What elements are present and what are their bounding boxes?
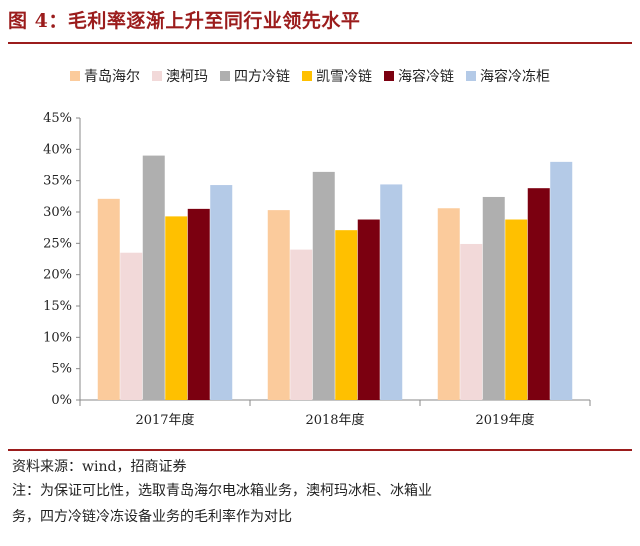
source-note: 资料来源：wind，招商证券 [12, 459, 187, 475]
bars [97, 155, 573, 400]
legend-label: 海容冷链 [398, 69, 454, 85]
legend-label: 凯雪冷链 [316, 69, 372, 85]
bar [312, 171, 335, 400]
legend-swatch [466, 71, 476, 81]
bar [380, 184, 403, 400]
bar [550, 161, 573, 400]
y-tick-label: 40% [43, 142, 72, 157]
bar [210, 185, 233, 400]
x-tick-label: 2019年度 [475, 412, 534, 428]
legend-swatch [70, 71, 80, 81]
bar [482, 196, 505, 400]
bar [460, 243, 483, 400]
bar [120, 252, 143, 400]
y-tick-label: 15% [43, 299, 72, 314]
y-tick-label: 20% [43, 268, 72, 283]
title-divider [8, 42, 632, 44]
y-tick-label: 35% [43, 174, 72, 189]
footer-divider [8, 449, 632, 451]
legend-item: 澳柯玛 [152, 66, 208, 86]
legend-label: 青岛海尔 [84, 69, 140, 85]
y-tick-label: 0% [51, 393, 72, 408]
bar [142, 155, 165, 400]
bar [290, 249, 313, 400]
legend-item: 四方冷链 [220, 66, 290, 86]
bar [165, 216, 188, 400]
legend-item: 海容冷冻柜 [466, 66, 550, 86]
footnote-line-2: 务，四方冷链冷冻设备业务的毛利率作为对比 [12, 509, 292, 525]
y-tick-label: 5% [51, 362, 72, 377]
x-axis: 2017年度 2018年度 2019年度 [79, 399, 591, 428]
y-tick-label: 30% [43, 205, 72, 220]
legend-swatch [302, 71, 312, 81]
y-axis: 0% 5% 10% 15% 20% 25% 30% 35% 40% 45% [43, 111, 81, 408]
legend-swatch [220, 71, 230, 81]
legend-item: 青岛海尔 [70, 66, 140, 86]
bar-chart: 0% 5% 10% 15% 20% 25% 30% 35% 40% 45% 2017年度 2018年… [43, 111, 591, 428]
y-tick-label: 25% [43, 236, 72, 251]
y-tick-label: 10% [43, 330, 72, 345]
x-tick-label: 2018年度 [305, 412, 364, 428]
bar [187, 208, 210, 400]
legend-item: 凯雪冷链 [302, 66, 372, 86]
bar [357, 219, 380, 400]
legend-label: 澳柯玛 [166, 69, 208, 85]
figure-title: 图 4：毛利率逐渐上升至同行业领先水平 [8, 10, 361, 32]
chart-legend: 青岛海尔 澳柯玛 四方冷链 凯雪冷链 海容冷链 海容冷冻柜 [70, 66, 550, 86]
footnote-line-1: 注：为保证可比性，选取青岛海尔电冰箱业务，澳柯玛冰柜、冰箱业 [12, 483, 432, 499]
bar [267, 210, 290, 400]
bar [527, 188, 550, 400]
bar [437, 208, 460, 400]
bar [335, 230, 358, 400]
legend-label: 海容冷冻柜 [480, 69, 550, 85]
legend-swatch [152, 71, 162, 81]
legend-swatch [384, 71, 394, 81]
x-tick-label: 2017年度 [135, 412, 194, 428]
legend-label: 四方冷链 [234, 69, 290, 85]
y-tick-label: 45% [43, 111, 72, 126]
legend-item: 海容冷链 [384, 66, 454, 86]
bar [97, 198, 120, 400]
bar [505, 219, 528, 400]
